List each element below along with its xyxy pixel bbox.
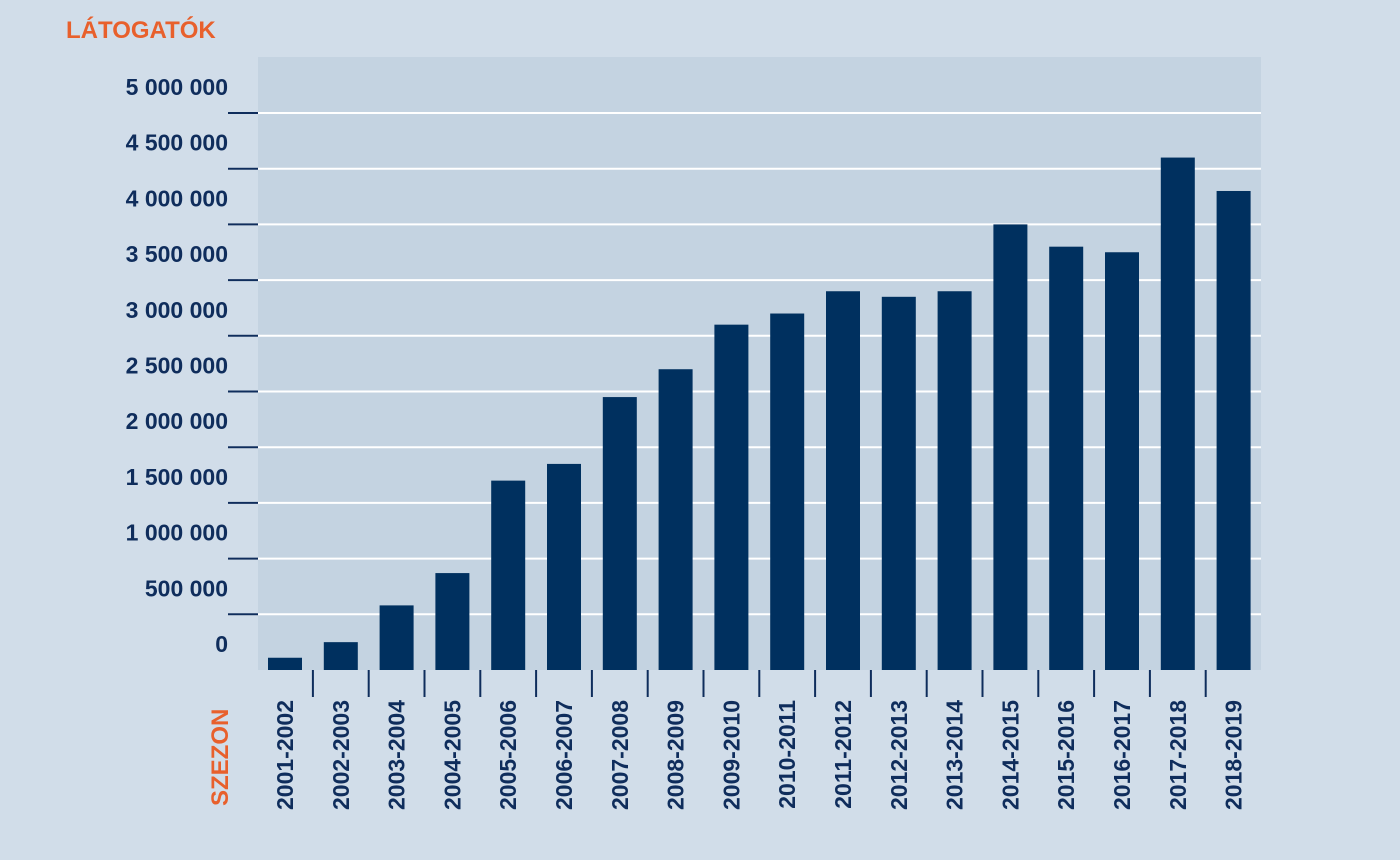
bar — [602, 397, 637, 670]
x-tick-label: 2007-2008 — [607, 700, 633, 810]
bar — [547, 463, 581, 670]
bar — [491, 480, 526, 670]
x-tick-label: 2003-2004 — [384, 700, 410, 810]
y-tick-label: 3 000 000 — [126, 297, 228, 323]
bar — [379, 605, 414, 670]
x-tick-label: 2012-2013 — [886, 700, 912, 810]
bar — [714, 324, 749, 670]
x-tick-label: 2008-2009 — [663, 700, 689, 810]
x-tick-label: 2011-2012 — [830, 700, 856, 809]
y-tick-label: 0 — [215, 631, 228, 657]
bar — [658, 369, 693, 670]
y-tick-label: 500 000 — [145, 575, 228, 601]
x-tick-label: 2013-2014 — [942, 700, 968, 810]
bar — [770, 313, 805, 670]
x-tick-label: 2016-2017 — [1109, 700, 1135, 810]
bar — [1216, 190, 1251, 671]
y-tick-label: 5 000 000 — [126, 74, 228, 100]
x-tick-label: 2018-2019 — [1221, 700, 1247, 810]
bar — [323, 642, 358, 670]
plot-area — [258, 57, 1261, 670]
bars — [268, 157, 1251, 671]
bar — [937, 291, 972, 670]
x-tick-label: 2015-2016 — [1053, 700, 1079, 810]
x-tick-label: 2009-2010 — [718, 700, 744, 810]
x-tick-label: 2010-2011 — [774, 700, 800, 809]
bar — [826, 291, 860, 670]
x-tick-label: 2004-2005 — [439, 700, 465, 810]
y-tick-label: 2 000 000 — [126, 408, 228, 434]
y-tick-label: 2 500 000 — [126, 353, 228, 379]
bar — [1105, 252, 1139, 670]
x-tick-label: 2002-2003 — [328, 700, 354, 810]
bar — [993, 224, 1028, 670]
x-tick-label: 2017-2018 — [1165, 700, 1191, 810]
y-tick-label: 4 000 000 — [126, 185, 228, 211]
y-tick-label: 1 500 000 — [126, 464, 228, 490]
bar — [268, 657, 302, 670]
y-tick-label: 1 000 000 — [126, 520, 228, 546]
x-tick-label: 2001-2002 — [272, 700, 298, 810]
y-axis-title: LÁTOGATÓK — [66, 16, 216, 44]
y-tick-label: 3 500 000 — [126, 241, 228, 267]
bar — [435, 573, 470, 670]
x-axis-ticks: 2001-2002 2002-2003 2003-2004 2004-2005 2005… — [272, 670, 1247, 810]
bar — [1049, 246, 1084, 670]
y-tick-label: 4 500 000 — [126, 130, 228, 156]
x-tick-label: 2014-2015 — [997, 700, 1023, 810]
x-tick-label: 2006-2007 — [551, 700, 577, 810]
y-axis-ticks: 0 500 000 1 000 000 1 500 000 2 000 000 2 500… — [126, 74, 228, 657]
x-axis-title: SZEZON — [207, 709, 234, 806]
bar — [1160, 157, 1195, 670]
x-tick-label: 2005-2006 — [495, 700, 521, 810]
bar — [881, 296, 916, 670]
